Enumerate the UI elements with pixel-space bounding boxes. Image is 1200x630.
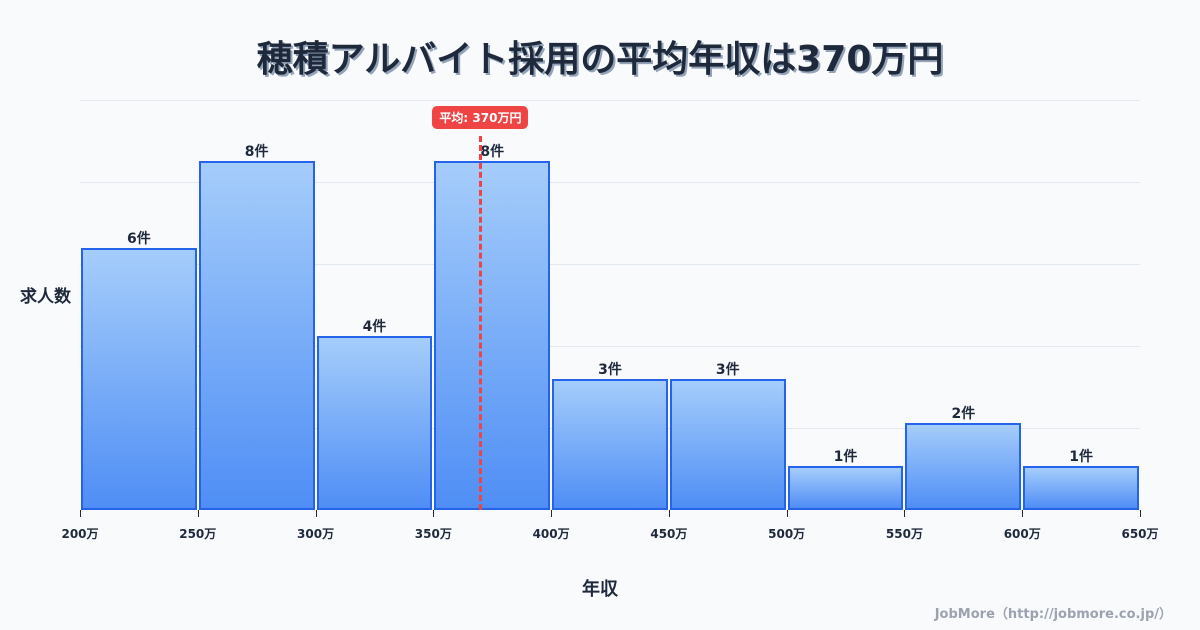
histogram-bar bbox=[787, 466, 904, 510]
bar-value-label: 4件 bbox=[362, 318, 387, 335]
x-tick bbox=[904, 510, 906, 517]
x-axis-label: 年収 bbox=[582, 579, 618, 600]
histogram-bar bbox=[434, 161, 551, 510]
x-tick-label: 450万 bbox=[650, 527, 688, 541]
x-tick-label: 400万 bbox=[532, 527, 570, 541]
grid-line bbox=[80, 100, 1140, 101]
histogram-bar bbox=[905, 422, 1022, 510]
x-tick bbox=[197, 510, 199, 517]
x-tick bbox=[433, 510, 435, 517]
histogram-bar bbox=[198, 161, 315, 510]
x-tick-label: 650万 bbox=[1121, 527, 1159, 541]
x-tick-label: 350万 bbox=[414, 527, 452, 541]
bar-value-label: 8件 bbox=[480, 144, 505, 161]
credit-text: JobMore（http://jobmore.co.jp/） bbox=[934, 607, 1172, 622]
histogram-bar bbox=[81, 248, 197, 510]
grid-line bbox=[80, 264, 1140, 265]
mean-badge: 平均: 370万円 bbox=[432, 106, 529, 129]
x-tick bbox=[668, 510, 670, 517]
x-tick bbox=[786, 510, 788, 517]
y-axis-label: 求人数 bbox=[20, 287, 71, 307]
x-tick bbox=[551, 510, 553, 517]
histogram-bar bbox=[316, 335, 433, 510]
x-tick-label: 550万 bbox=[885, 527, 923, 541]
mean-line bbox=[479, 136, 483, 510]
x-tick bbox=[80, 510, 81, 517]
x-tick-label: 500万 bbox=[768, 527, 806, 541]
x-tick-label: 200万 bbox=[61, 527, 99, 541]
chart-title: 穂積アルバイト採用の平均年収は370万円 bbox=[256, 39, 944, 80]
x-tick-label: 250万 bbox=[179, 527, 217, 541]
bar-value-label: 1件 bbox=[833, 449, 858, 466]
histogram-bar bbox=[1023, 466, 1139, 510]
bar-value-label: 2件 bbox=[951, 405, 976, 422]
grid-line bbox=[80, 346, 1140, 347]
bar-value-label: 3件 bbox=[598, 362, 622, 379]
histogram-bar bbox=[669, 379, 786, 510]
histogram-bar bbox=[552, 379, 668, 510]
x-tick-label: 300万 bbox=[297, 527, 335, 541]
bar-value-label: 6件 bbox=[127, 231, 151, 248]
x-tick bbox=[315, 510, 317, 517]
x-tick-label: 600万 bbox=[1003, 527, 1041, 541]
plot-area: 6件 8件 4件 8件 3件 3件 1件 2件 1件 200万 250万 300万 350万 400万 45… bbox=[61, 100, 1159, 541]
grid-line bbox=[80, 182, 1140, 183]
x-tick bbox=[1140, 510, 1141, 517]
bar-value-label: 3件 bbox=[715, 362, 740, 379]
bar-value-label: 8件 bbox=[244, 144, 269, 161]
bar-value-label: 1件 bbox=[1069, 449, 1093, 466]
x-tick bbox=[1022, 510, 1024, 517]
